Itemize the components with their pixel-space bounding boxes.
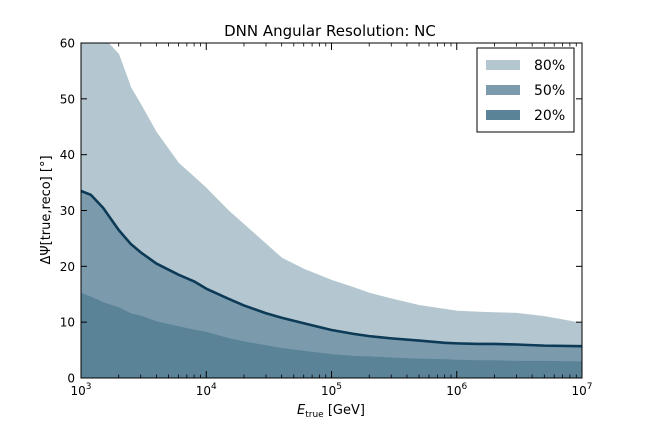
- x-tick-label: 105: [321, 382, 342, 398]
- y-tick-label: 20: [60, 260, 75, 274]
- x-tick-label: 106: [446, 382, 467, 398]
- legend-swatch-80pct: [486, 60, 520, 70]
- y-tick-label: 40: [60, 148, 75, 162]
- band-20pct: [81, 292, 582, 378]
- x-axis: 103 104 105 106 107: [70, 43, 593, 398]
- y-tick-label: 0: [67, 372, 75, 386]
- x-axis-label: Etrue [GeV]: [297, 403, 365, 420]
- chart-title: DNN Angular Resolution: NC: [224, 22, 436, 40]
- y-axis-label: ΔΨ[true,reco] [°]: [39, 155, 54, 264]
- y-tick-label: 10: [60, 316, 75, 330]
- median-line: [81, 189, 582, 348]
- legend-swatch-20pct: [486, 110, 520, 120]
- y-tick-label: 50: [60, 92, 75, 106]
- y-tick-label: 60: [60, 37, 75, 51]
- legend-label-20pct: 20%: [534, 108, 565, 124]
- x-tick-label: 107: [571, 382, 592, 398]
- y-axis: 0 10 20 30 40 50 60: [60, 37, 582, 386]
- legend-swatch-50pct: [486, 85, 520, 95]
- legend-label-50pct: 50%: [534, 83, 565, 99]
- legend-label-80pct: 80%: [534, 58, 565, 74]
- y-tick-label: 30: [60, 204, 75, 218]
- x-tick-label: 103: [70, 382, 91, 398]
- legend: 80% 50% 20%: [476, 47, 575, 133]
- x-tick-label: 104: [196, 382, 217, 398]
